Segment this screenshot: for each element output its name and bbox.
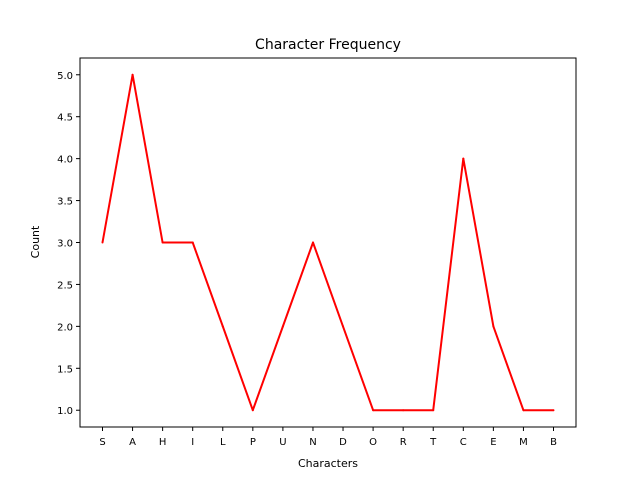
x-tick-label: L <box>220 437 226 448</box>
data-point-h <box>161 241 164 244</box>
y-tick-label: 4.0 <box>57 155 73 166</box>
data-point-a <box>131 73 134 76</box>
data-point-u <box>281 325 284 328</box>
y-tick-label: 1.5 <box>57 364 73 375</box>
x-tick-label: H <box>159 437 167 448</box>
x-tick-label: T <box>429 437 437 448</box>
y-tick-label: 3.5 <box>57 197 73 208</box>
x-tick-label: R <box>400 437 407 448</box>
x-tick-label: A <box>129 437 136 448</box>
data-point-t <box>432 409 435 412</box>
y-axis-label: Count <box>29 225 42 258</box>
data-point-s <box>101 241 104 244</box>
plot-area: 1.0 1.5 2.0 2.5 3.0 3.5 4.0 4.5 5.0 S A H I L P U N D O R T C… <box>57 71 557 448</box>
series-line <box>101 73 554 412</box>
data-point-n <box>311 241 314 244</box>
y-tick-label: 5.0 <box>57 71 73 82</box>
data-point-p <box>251 409 254 412</box>
x-tick-label: E <box>490 437 496 448</box>
data-point-i <box>191 241 194 244</box>
data-point-d <box>342 325 345 328</box>
y-tick-label: 2.5 <box>57 280 73 291</box>
x-tick-label: N <box>309 437 316 448</box>
data-point-l <box>221 325 224 328</box>
y-tick-label: 1.0 <box>57 406 73 417</box>
x-tick-label: O <box>369 437 377 448</box>
chart-title: Character Frequency <box>255 37 401 53</box>
x-tick-label: D <box>339 437 347 448</box>
x-tick-label: P <box>250 437 256 448</box>
data-point-r <box>402 409 405 412</box>
data-point-e <box>492 325 495 328</box>
x-axis-label: Characters <box>298 457 358 470</box>
x-tick-label: I <box>191 437 194 448</box>
y-tick-label: 2.0 <box>57 322 73 333</box>
plot-frame <box>79 57 577 428</box>
data-point-c <box>462 157 465 160</box>
data-point-m <box>522 409 525 412</box>
x-tick-label: S <box>99 437 105 448</box>
y-tick-label: 3.0 <box>57 239 73 250</box>
x-tick-label: C <box>460 437 467 448</box>
x-tick-label: B <box>550 437 557 448</box>
x-tick-label: M <box>519 437 528 448</box>
data-point-b <box>552 409 555 412</box>
x-tick-label: U <box>279 437 286 448</box>
data-point-o <box>372 409 375 412</box>
y-tick-label: 4.5 <box>57 113 73 124</box>
